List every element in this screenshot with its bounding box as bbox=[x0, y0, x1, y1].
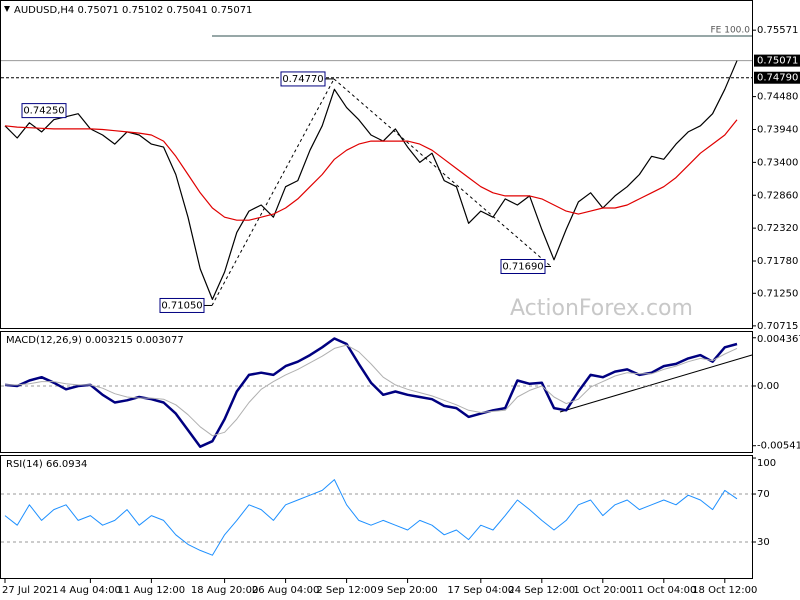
y-tick-label: 0.70715 bbox=[757, 321, 798, 332]
series-line bbox=[4, 479, 738, 556]
rsi-title: RSI(14) 66.0934 bbox=[6, 459, 87, 470]
x-tick-label: 27 Jul 2021 bbox=[2, 585, 59, 596]
macd-panel bbox=[0, 331, 753, 453]
x-tick-label: 17 Sep 04:00 bbox=[447, 585, 514, 596]
x-tick-label: 11 Aug 12:00 bbox=[118, 585, 185, 596]
rsi-panel bbox=[0, 455, 753, 579]
price-marker-box bbox=[754, 71, 800, 84]
macd-title: MACD(12,26,9) 0.003215 0.003077 bbox=[6, 335, 184, 346]
y-tick-label: 0.71780 bbox=[757, 256, 798, 267]
y-tick-label: 0.72860 bbox=[757, 190, 798, 201]
annotation-label: 0.74770 bbox=[282, 74, 323, 85]
y-tick-label: 30 bbox=[757, 537, 770, 548]
annotation-box bbox=[21, 103, 67, 119]
annotation-label: 0.71050 bbox=[161, 300, 202, 311]
x-tick-label: 11 Oct 04:00 bbox=[631, 585, 696, 596]
x-tick-label: 4 Aug 04:00 bbox=[60, 585, 121, 596]
fe-label: FE 100.0 bbox=[711, 26, 751, 36]
x-tick-label: 2 Sep 12:00 bbox=[316, 585, 376, 596]
y-tick-label: 0.73940 bbox=[757, 124, 798, 135]
symbol-icon bbox=[4, 6, 10, 12]
y-tick-label: 0.71250 bbox=[757, 288, 798, 299]
trend-line bbox=[559, 354, 753, 413]
watermark: ActionForex.com bbox=[510, 296, 693, 321]
y-tick-label: 0.004367 bbox=[757, 334, 800, 345]
annotation-box bbox=[280, 71, 326, 87]
annotation-label: 0.71690 bbox=[502, 261, 543, 272]
y-tick-label: 100 bbox=[757, 458, 776, 469]
series-line bbox=[4, 337, 738, 448]
annotation-box bbox=[500, 258, 546, 274]
price-marker-box bbox=[754, 54, 800, 67]
x-tick-label: 24 Sep 12:00 bbox=[508, 585, 575, 596]
x-tick-label: 18 Oct 12:00 bbox=[692, 585, 757, 596]
price-marker-label: 0.74790 bbox=[757, 73, 798, 84]
x-tick-label: 1 Oct 20:00 bbox=[573, 585, 632, 596]
annotation-box bbox=[159, 297, 205, 313]
series-line bbox=[4, 119, 738, 221]
x-tick-label: 18 Aug 20:00 bbox=[191, 585, 258, 596]
y-tick-label: 0.75571 bbox=[757, 25, 798, 36]
price-marker-label: 0.75071 bbox=[757, 56, 798, 67]
y-tick-label: 0.73400 bbox=[757, 157, 798, 168]
price-title: AUDUSD,H4 0.75071 0.75102 0.75041 0.7507… bbox=[14, 5, 252, 16]
y-tick-label: 70 bbox=[757, 489, 770, 500]
annotation-label: 0.74250 bbox=[23, 106, 64, 117]
series-line bbox=[5, 344, 738, 437]
zigzag-line bbox=[211, 78, 335, 306]
x-tick-label: 26 Aug 04:00 bbox=[252, 585, 319, 596]
y-tick-label: 0.74480 bbox=[757, 92, 798, 103]
price-panel bbox=[0, 0, 753, 329]
y-tick-label: 0.00 bbox=[757, 381, 779, 392]
x-tick-label: 9 Sep 20:00 bbox=[377, 585, 437, 596]
y-tick-label: 0.72320 bbox=[757, 223, 798, 234]
